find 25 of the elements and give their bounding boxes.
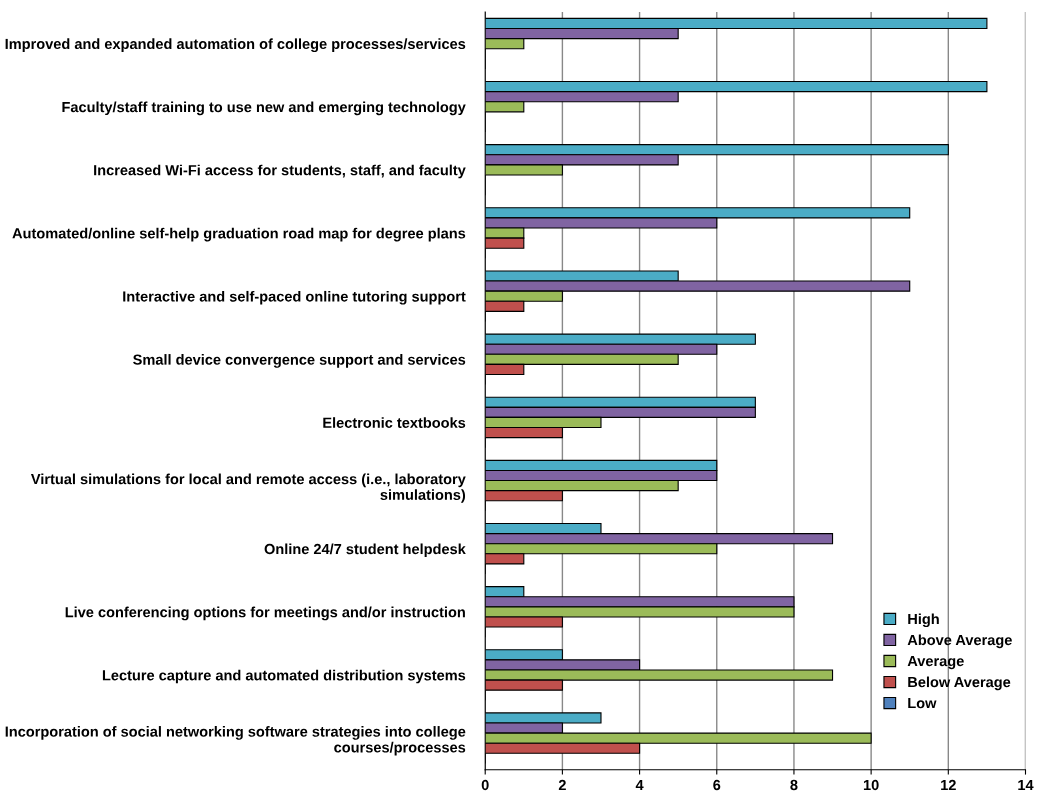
y-tick-label: Automated/online self-help graduation road map for degree plans: [12, 227, 466, 242]
x-tick-label: 12: [941, 779, 956, 791]
x-tick-label: 2: [558, 779, 566, 791]
y-tick-label: Interactive and self-paced online tutoring support: [123, 290, 466, 305]
legend-label: Average: [907, 656, 964, 670]
y-tick-label: Electronic textbooks: [323, 417, 466, 428]
legend-label: High: [908, 613, 939, 628]
y-tick-label: Online 24/7 student helpdesk: [264, 543, 466, 558]
y-tick-label: Small device convergence support and services: [133, 354, 466, 368]
y-tick-label: Improved and expanded automation of college processes/services: [5, 38, 466, 53]
y-tick-label: Incorporation of social networking software strategies into college courses/processes: [5, 726, 466, 756]
y-tick-label: Increased Wi-Fi access for students, staff, and faculty: [94, 164, 466, 179]
y-tick-label: Virtual simulations for local and remote access (i.e., laboratory simulations): [30, 473, 466, 503]
legend-label: Above Average: [907, 634, 1012, 649]
legend-label: Low: [908, 698, 937, 709]
x-tick-label: 0: [481, 779, 489, 791]
x-tick-label: 10: [863, 779, 879, 791]
y-tick-label: Live conferencing options for meetings and/or instruction: [65, 606, 465, 621]
x-tick-label: 6: [713, 779, 721, 791]
x-tick-label: 4: [635, 779, 644, 791]
x-tick-label: 8: [790, 779, 798, 791]
legend-label: Below Average: [908, 676, 1011, 691]
y-tick-label: Lecture capture and automated distribution systems: [102, 669, 466, 684]
x-tick-label: 14: [1018, 779, 1034, 791]
y-tick-label: Faculty/staff training to use new and emerging technology: [62, 101, 466, 116]
